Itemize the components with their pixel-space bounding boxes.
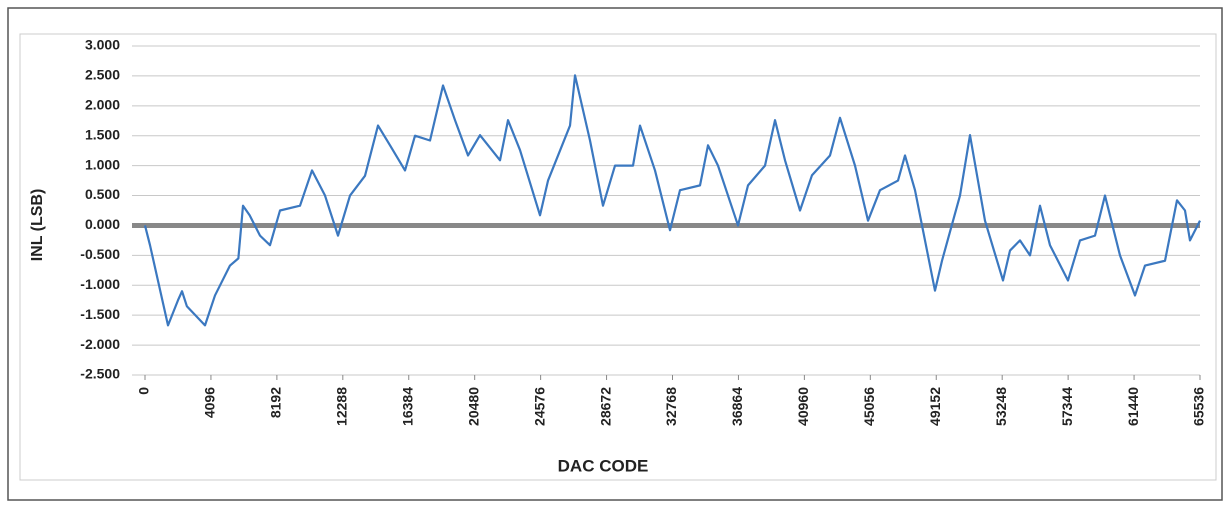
x-tick-label: 65536 xyxy=(1191,387,1207,426)
x-tick-label: 53248 xyxy=(993,387,1009,426)
y-tick-label: -0.500 xyxy=(80,246,120,262)
x-tick-label: 28672 xyxy=(597,387,613,426)
y-tick-label: 2.000 xyxy=(85,97,120,113)
y-tick-label: 0.000 xyxy=(85,216,120,232)
x-tick-label: 24576 xyxy=(531,387,547,426)
x-tick-label: 20480 xyxy=(465,387,481,426)
x-tick-label: 36864 xyxy=(729,387,745,426)
x-tick-label: 32768 xyxy=(663,387,679,426)
x-tick-label: 4096 xyxy=(202,387,218,418)
x-tick-label: 12288 xyxy=(334,387,350,426)
x-tick-label: 0 xyxy=(136,387,152,395)
x-tick-label: 49152 xyxy=(927,387,943,426)
x-tick-label: 61440 xyxy=(1125,387,1141,426)
data-line xyxy=(143,74,1201,327)
x-tick-label: 40960 xyxy=(795,387,811,426)
y-tick-label: 1.500 xyxy=(85,126,120,142)
x-tick-label: 57344 xyxy=(1059,387,1075,426)
x-tick-label: 16384 xyxy=(399,387,415,426)
x-axis-label: DAC CODE xyxy=(558,456,649,475)
y-tick-label: 3.000 xyxy=(85,37,120,53)
y-tick-label: 2.500 xyxy=(85,67,120,83)
y-tick-label: -2.000 xyxy=(80,336,120,352)
y-tick-label: -1.500 xyxy=(80,306,120,322)
y-tick-label: -1.000 xyxy=(80,276,120,292)
y-axis-label: INL (LSB) xyxy=(29,189,46,262)
y-tick-label: -2.500 xyxy=(80,366,120,382)
y-tick-label: 0.500 xyxy=(85,186,120,202)
x-tick-label: 45056 xyxy=(861,387,877,426)
y-tick-label: 1.000 xyxy=(85,156,120,172)
chart-area xyxy=(19,33,1217,481)
x-tick-label: 8192 xyxy=(268,387,284,418)
